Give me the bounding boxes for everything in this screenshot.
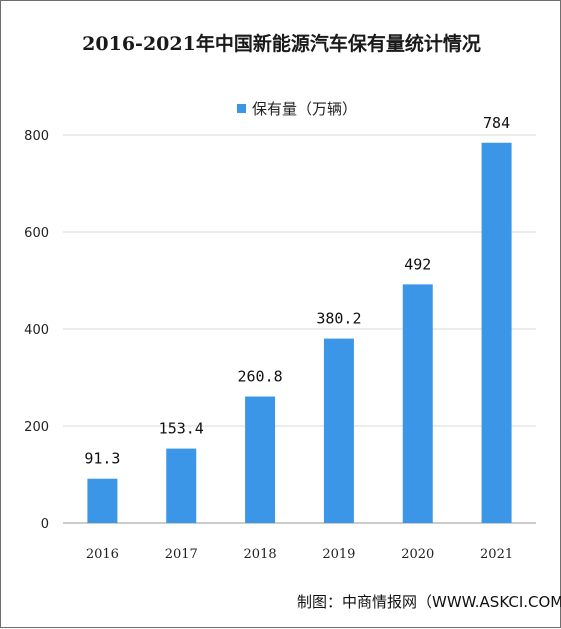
bar (166, 448, 197, 523)
y-tick-label: 800 (24, 129, 49, 144)
data-label: 153.4 (159, 420, 204, 438)
y-tick-label: 600 (24, 226, 49, 241)
bar (323, 338, 354, 523)
bar (245, 396, 276, 523)
x-tick-label: 2020 (401, 547, 434, 562)
bar (402, 284, 433, 523)
y-tick-label: 400 (24, 323, 49, 338)
bar (481, 142, 512, 523)
x-tick-label: 2018 (244, 547, 277, 562)
x-tick-label: 2021 (480, 547, 513, 562)
legend-label: 保有量（万辆） (252, 100, 358, 118)
data-label: 784 (483, 114, 510, 132)
chart-title: 2016-2021年中国新能源汽车保有量统计情况 (82, 33, 481, 55)
data-label: 492 (404, 255, 431, 273)
y-tick-label: 0 (41, 517, 49, 532)
y-tick-label: 200 (24, 420, 49, 435)
x-tick-label: 2019 (322, 547, 355, 562)
legend-swatch (237, 104, 246, 113)
data-label: 260.8 (238, 368, 283, 386)
data-label: 380.2 (316, 310, 361, 328)
source-note: 制图：中商情报网（WWW.ASKCI.COM） (297, 593, 561, 611)
chart-legend: 保有量（万辆） (237, 98, 357, 119)
x-tick-label: 2016 (86, 547, 119, 562)
data-label: 91.3 (84, 450, 120, 468)
bar (87, 478, 118, 523)
x-tick-label: 2017 (165, 547, 198, 562)
